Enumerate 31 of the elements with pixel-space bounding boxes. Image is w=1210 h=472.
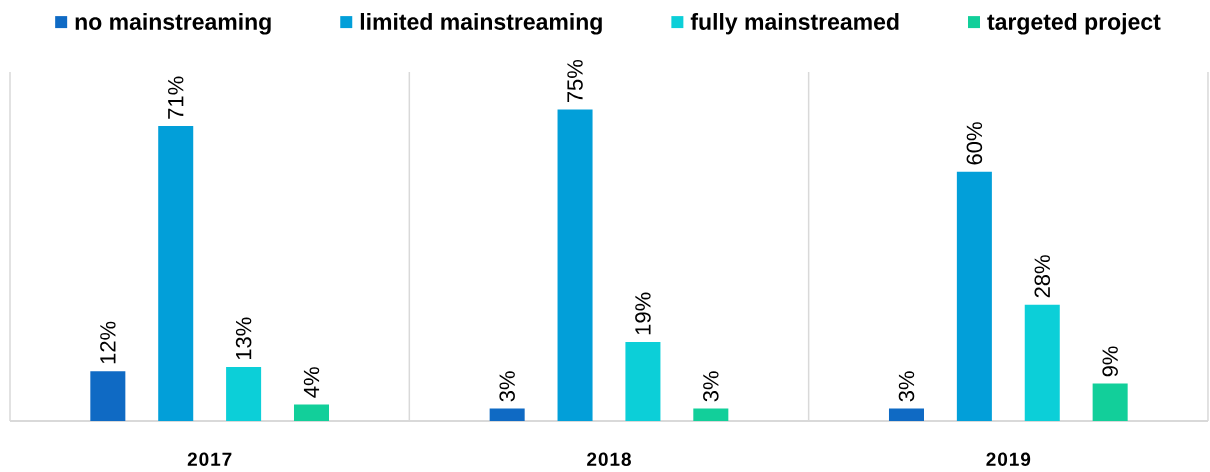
legend-label: fully mainstreamed	[690, 13, 899, 35]
data-label: 13%	[235, 317, 252, 360]
bar	[226, 366, 262, 421]
bar	[625, 342, 661, 421]
data-label: 60%	[966, 122, 983, 165]
bar	[293, 404, 330, 421]
data-label: 3%	[499, 371, 515, 402]
data-label: 19%	[635, 292, 651, 335]
x-tick-label: 2017	[187, 452, 232, 466]
data-label: 75%	[567, 59, 583, 103]
bar	[158, 126, 194, 421]
bar	[1092, 383, 1128, 421]
x-tick-label: 2019	[986, 452, 1031, 466]
x-tick-label: 2018	[587, 452, 631, 466]
bar	[1024, 304, 1060, 421]
legend-label: no mainstreaming	[75, 13, 271, 35]
data-label: 4%	[303, 367, 320, 398]
bar	[888, 408, 924, 421]
data-label: 12%	[100, 321, 116, 364]
legend-label: limited mainstreaming	[360, 13, 602, 35]
data-label: 3%	[898, 371, 915, 402]
data-label: 28%	[1034, 255, 1051, 298]
data-label: 9%	[1102, 346, 1118, 377]
data-label: 3%	[703, 371, 719, 402]
bar	[557, 109, 593, 421]
data-label: 71%	[168, 76, 184, 119]
bar	[489, 408, 525, 421]
bar	[90, 371, 126, 421]
legend-label: targeted project	[987, 13, 1161, 35]
bar	[956, 171, 992, 421]
bar	[693, 408, 729, 421]
